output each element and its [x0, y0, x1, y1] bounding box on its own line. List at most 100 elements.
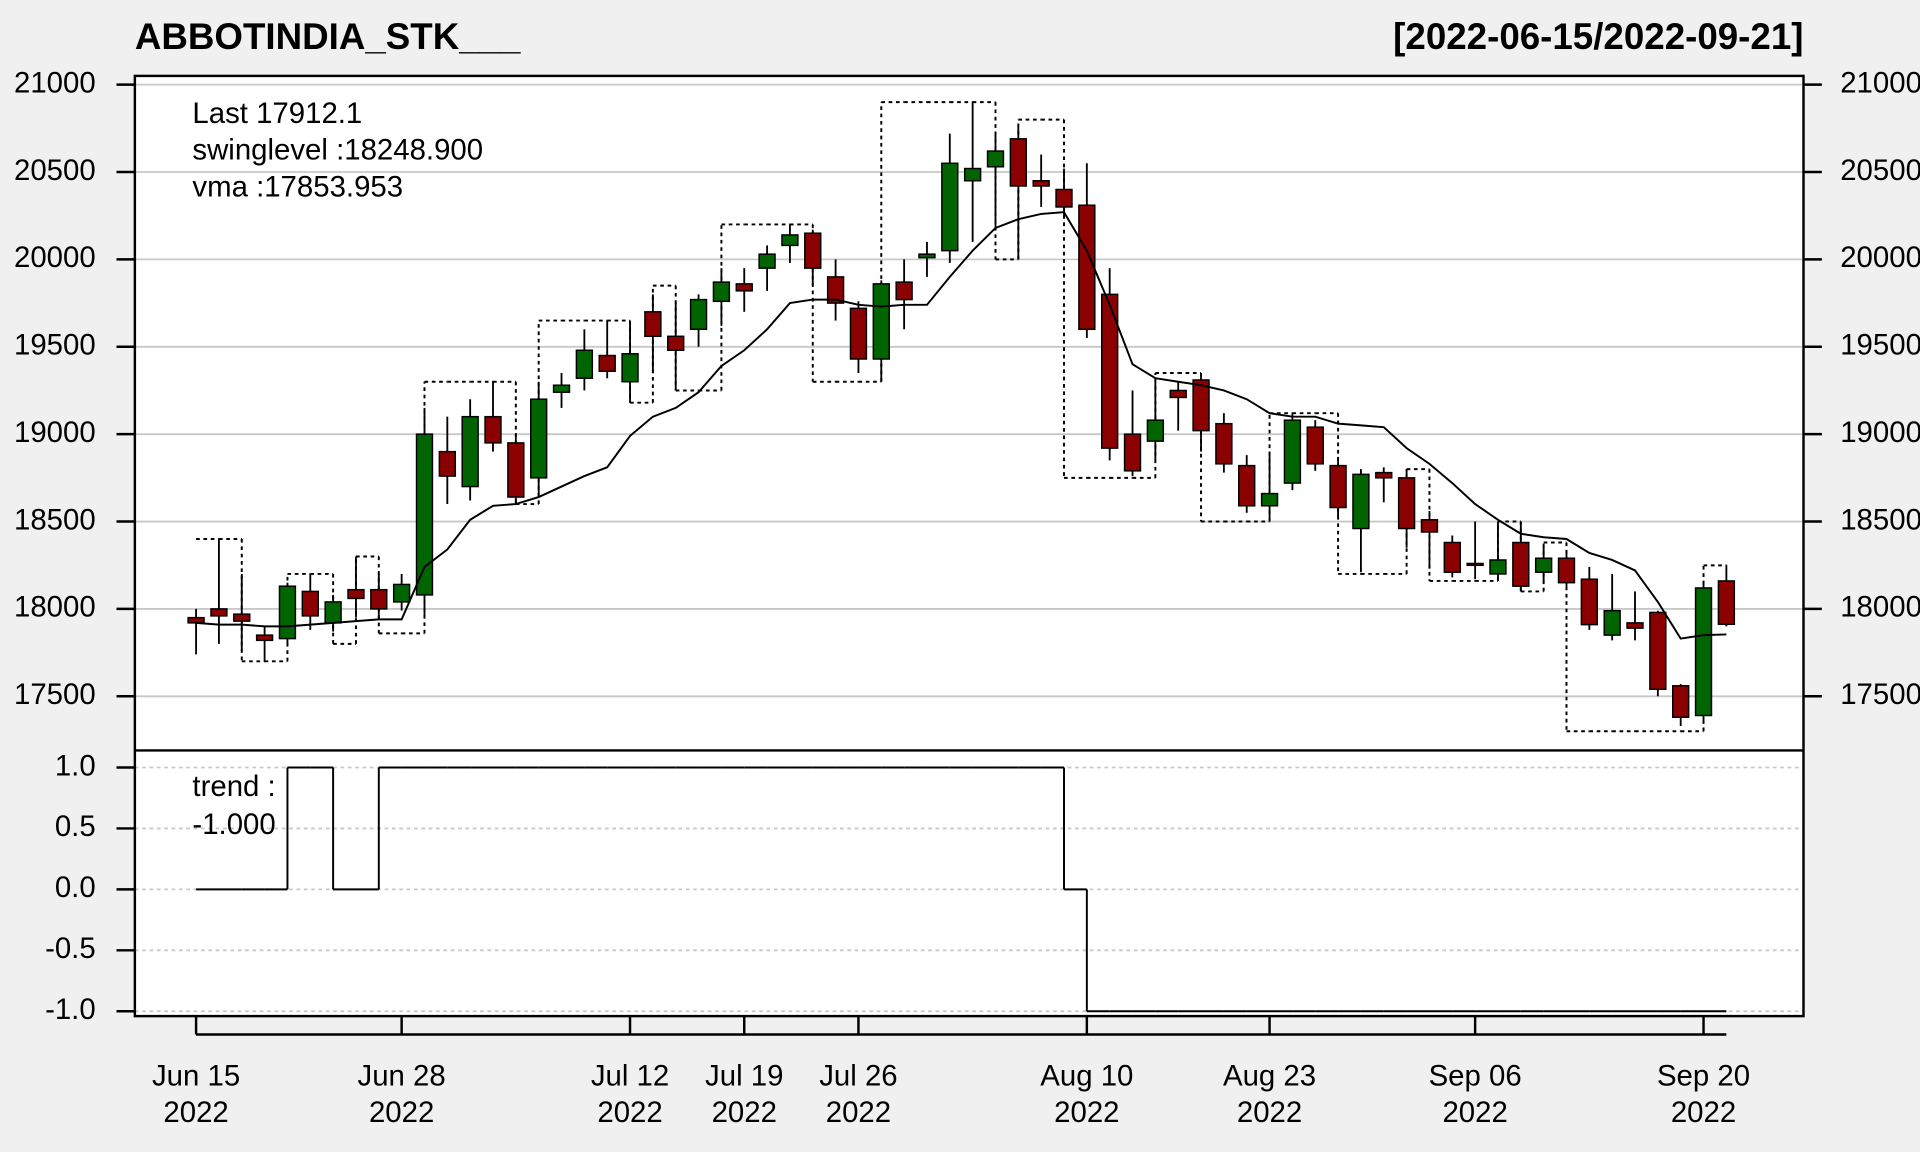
candle-body: [1443, 541, 1461, 573]
candle-body: [621, 353, 639, 383]
x-tick-label: Sep 06 2022: [1429, 1059, 1522, 1129]
y-tick-label: 21000: [14, 66, 96, 99]
candle-body: [1352, 473, 1370, 530]
y-tick-label-right: 18000: [1840, 591, 1920, 624]
candle-body: [438, 450, 457, 477]
x-tick-label-line: 2022: [1671, 1096, 1736, 1129]
x-tick-label-line: 2022: [712, 1096, 777, 1129]
candle-body: [1603, 609, 1621, 636]
candle-body: [1534, 557, 1553, 573]
candle-body: [507, 442, 525, 498]
x-tick-label: Aug 10 2022: [1040, 1059, 1133, 1129]
x-tick-label-line: Jul 19: [705, 1059, 783, 1092]
candle-body: [689, 298, 708, 331]
y-tick-label: -0.5: [45, 932, 96, 965]
candle-body: [735, 283, 753, 292]
candle-body: [1671, 685, 1690, 718]
candle-body: [1717, 580, 1736, 625]
candle-body: [1032, 180, 1050, 187]
x-tick-label-line: 2022: [369, 1096, 434, 1129]
candle-body: [552, 384, 571, 393]
x-tick-label-line: Sep 06: [1429, 1059, 1522, 1092]
x-tick-label-line: Jul 12: [591, 1059, 669, 1092]
plot-area: [134, 75, 1804, 1017]
candle-body: [963, 167, 982, 182]
y-tick-label: 20500: [14, 154, 96, 187]
candle-body: [324, 601, 342, 624]
candle-body: [941, 162, 959, 252]
y-tick-label: 19000: [14, 416, 96, 449]
y-tick-label-right: 18500: [1840, 503, 1920, 536]
x-tick-label-line: Jul 26: [819, 1059, 897, 1092]
candle-body: [461, 415, 479, 488]
candle-body: [1100, 293, 1119, 449]
x-tick-label-line: 2022: [826, 1096, 891, 1129]
x-tick-label: Jun 28 2022: [358, 1059, 446, 1129]
x-tick-label-line: 2022: [1442, 1096, 1507, 1129]
candle-body: [1283, 419, 1302, 484]
x-tick-label-line: 2022: [1054, 1096, 1119, 1129]
x-tick-label-line: 2022: [1237, 1096, 1302, 1129]
y-tick-label: 1.0: [55, 749, 96, 782]
candle-body: [1192, 379, 1210, 432]
candle-body: [826, 276, 845, 304]
y-tick-label: 17500: [14, 678, 96, 711]
chart-title: ABBOTINDIA_STK___: [135, 16, 521, 57]
candle-body: [575, 349, 594, 379]
candle-body: [1649, 611, 1667, 691]
legend-text: Last 17912.1: [192, 97, 362, 130]
chart-layer: 17500 17500 18000 18000 18500 18500 19000 19000…: [14, 66, 1920, 1128]
candle-body: [1466, 562, 1484, 567]
candle-body: [1329, 464, 1347, 509]
legend-text: swinglevel :18248.900: [192, 134, 483, 167]
y-tick-label-right: 20000: [1840, 241, 1920, 274]
candle-body: [187, 616, 205, 624]
x-tick-label: Aug 23 2022: [1223, 1059, 1316, 1129]
candle-body: [804, 232, 822, 269]
candle-body: [849, 307, 868, 360]
candle-body: [1694, 587, 1713, 717]
x-tick-label-line: 2022: [163, 1096, 228, 1129]
candle-body: [392, 583, 411, 603]
candle-body: [278, 585, 297, 640]
candle-body: [1626, 622, 1644, 629]
y-tick-label-right: 20500: [1840, 154, 1920, 187]
candle-body: [667, 335, 685, 352]
x-tick-label-line: Aug 10: [1040, 1059, 1133, 1092]
candle-body: [1580, 578, 1599, 626]
candle-body: [781, 234, 799, 247]
candle-body: [1375, 471, 1393, 479]
candle-body: [986, 150, 1005, 168]
candle-body: [1557, 557, 1576, 584]
y-tick-label-right: 19500: [1840, 329, 1920, 362]
plot-border: [133, 74, 1805, 1018]
y-tick-label-right: 17500: [1840, 678, 1920, 711]
candle-body: [1489, 559, 1507, 575]
candle-body: [415, 433, 434, 596]
x-tick-label-line: Jun 15: [152, 1059, 240, 1092]
candle-body: [918, 253, 936, 259]
candle-body: [1306, 426, 1324, 465]
candle-body: [758, 253, 776, 269]
candle-body: [255, 634, 274, 642]
candle-body: [644, 311, 662, 338]
candle-body: [872, 283, 890, 360]
candle-body: [347, 588, 365, 600]
date-range: [2022-06-15/2022-09-21]: [1393, 16, 1803, 57]
candle-body: [370, 588, 388, 610]
y-tick-label-right: 19000: [1840, 416, 1920, 449]
candle-body: [1260, 492, 1279, 507]
y-tick-label: 18000: [14, 591, 96, 624]
candle-body: [598, 354, 616, 372]
candle-body: [1055, 188, 1073, 208]
y-tick-label-right: 21000: [1840, 66, 1920, 99]
candle-body: [712, 281, 731, 303]
x-tick-label: Jun 15 2022: [152, 1059, 240, 1129]
x-tick-label: Jul 19 2022: [705, 1059, 783, 1129]
y-tick-label: 0.5: [55, 810, 96, 843]
candle-body: [1397, 477, 1416, 530]
candle-body: [895, 281, 913, 301]
x-tick-label: Sep 20 2022: [1657, 1059, 1750, 1129]
